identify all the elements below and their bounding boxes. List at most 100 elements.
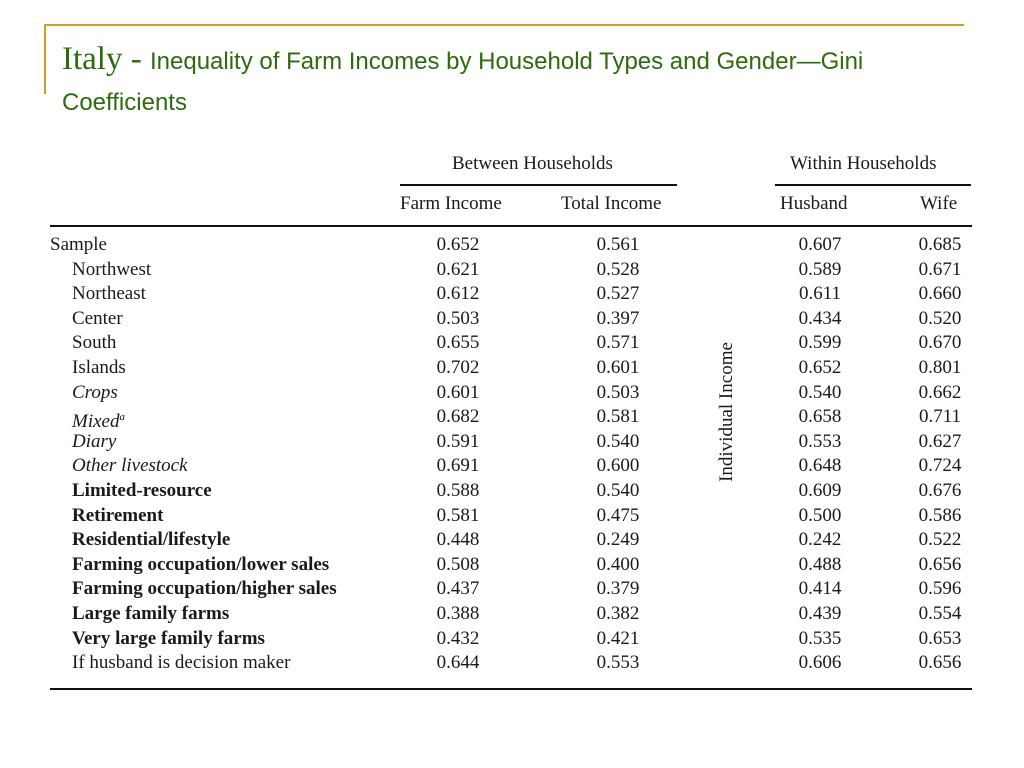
row-label-text: Residential/lifestyle [72, 529, 231, 551]
group-header-within: Within Households [790, 153, 937, 174]
table-cell: 0.599 [798, 332, 842, 354]
table-cell: 0.528 [596, 258, 640, 280]
table-cell: 0.434 [798, 307, 842, 329]
table-cell: 0.414 [798, 578, 842, 600]
table-cell: 0.554 [918, 603, 962, 624]
table-cell: 0.540 [798, 381, 842, 403]
row-label-text: Retirement [72, 504, 164, 526]
table-cell: 0.589 [798, 258, 842, 280]
table-cell: 0.656 [918, 553, 962, 575]
row-label-text: Northwest [72, 258, 152, 280]
row-label: Farming occupation/lower sales [72, 553, 329, 577]
table-cell: 0.503 [596, 381, 640, 403]
row-label: Mixeda [72, 405, 125, 434]
table-cell: 0.500 [798, 504, 842, 526]
row-label: Large family farms [72, 602, 229, 626]
side-label-individual-income: Individual Income [716, 342, 737, 482]
table-cell: 0.591 [436, 430, 480, 452]
table-cell: 0.621 [436, 258, 480, 280]
row-label-text: Other livestock [72, 455, 188, 477]
row-label: Northwest [72, 258, 151, 282]
table-cell: 0.527 [596, 283, 640, 305]
accent-line-vertical [44, 24, 46, 94]
table-cell: 0.685 [918, 234, 962, 255]
table-cell: 0.601 [436, 381, 480, 403]
table-cell: 0.535 [798, 627, 842, 649]
table-cell: 0.488 [798, 553, 842, 575]
bottom-rule [50, 688, 972, 690]
row-label-text: Very large family farms [72, 627, 265, 649]
table-cell: 0.653 [918, 627, 962, 649]
group-header-between: Between Households [452, 153, 613, 174]
column-header-wife: Wife [920, 193, 958, 214]
table-cell: 0.561 [596, 234, 640, 255]
table-cell: 0.379 [596, 578, 640, 600]
row-label: Retirement [72, 504, 163, 528]
table-cell: 0.448 [436, 529, 480, 551]
row-label: Limited-resource [72, 479, 212, 503]
accent-line-horizontal [44, 24, 964, 26]
row-label: Crops [72, 381, 118, 405]
table-cell: 0.249 [596, 529, 640, 551]
table-cell: 0.397 [596, 307, 640, 329]
row-label: Sample [50, 233, 107, 257]
row-label: Very large family farms [72, 627, 265, 651]
row-label-text: Northeast [72, 283, 146, 305]
column-header-total-income: Total Income [561, 193, 662, 214]
table-cell: 0.421 [596, 627, 640, 649]
table-cell: 0.691 [436, 455, 480, 477]
group-rule-between [400, 184, 677, 186]
row-label: Diary [72, 430, 116, 454]
table-cell: 0.522 [918, 529, 962, 551]
table-cell: 0.648 [798, 455, 842, 477]
table-cell: 0.671 [918, 258, 962, 280]
table-cell: 0.586 [918, 504, 962, 526]
row-label: Islands [72, 356, 126, 380]
table-cell: 0.540 [596, 430, 640, 452]
table-cell: 0.437 [436, 578, 480, 600]
row-label: If husband is decision maker [72, 651, 290, 675]
title-separator: - [122, 41, 150, 77]
row-label-text: Farming occupation/lower sales [72, 553, 330, 575]
table-cell: 0.553 [798, 430, 842, 452]
table-cell: 0.609 [798, 480, 842, 501]
table-cell: 0.656 [918, 652, 962, 674]
row-label-text: If husband is decision maker [72, 652, 291, 674]
title-text: Inequality of Farm Incomes by Household … [62, 48, 864, 116]
row-label: Residential/lifestyle [72, 528, 230, 552]
column-header-husband: Husband [780, 193, 848, 214]
table-cell: 0.475 [596, 504, 640, 526]
table-cell: 0.581 [596, 406, 640, 428]
table-cell: 0.652 [798, 357, 842, 378]
row-label-text: Large family farms [72, 603, 230, 624]
table-cell: 0.600 [596, 455, 640, 477]
row-label-text: Diary [72, 430, 117, 452]
table-cell: 0.658 [798, 406, 842, 428]
table-cell: 0.801 [918, 357, 962, 378]
table-cell: 0.711 [918, 406, 962, 428]
row-label-text: Sample [50, 234, 107, 255]
table-cell: 0.612 [436, 283, 480, 305]
row-label: Center [72, 307, 123, 331]
table-cell: 0.662 [918, 381, 962, 403]
table-cell: 0.382 [596, 603, 640, 624]
table-cell: 0.596 [918, 578, 962, 600]
table-cell: 0.652 [436, 234, 480, 255]
row-label-text: Crops [72, 381, 118, 403]
column-header-farm-income: Farm Income [400, 193, 502, 214]
table-cell: 0.400 [596, 553, 640, 575]
table-cell: 0.660 [918, 283, 962, 305]
table-cell: 0.724 [918, 455, 962, 477]
table-cell: 0.611 [798, 283, 842, 305]
table-cell: 0.432 [436, 627, 480, 649]
row-label: Other livestock [72, 454, 188, 478]
table-cell: 0.644 [436, 652, 480, 674]
table-cell: 0.503 [436, 307, 480, 329]
table-cell: 0.508 [436, 553, 480, 575]
table-cell: 0.588 [436, 480, 480, 501]
table-cell: 0.627 [918, 430, 962, 452]
table-cell: 0.601 [596, 357, 640, 378]
table-cell: 0.670 [918, 332, 962, 354]
row-label-text: South [72, 332, 117, 354]
title-country: Italy [62, 41, 123, 77]
